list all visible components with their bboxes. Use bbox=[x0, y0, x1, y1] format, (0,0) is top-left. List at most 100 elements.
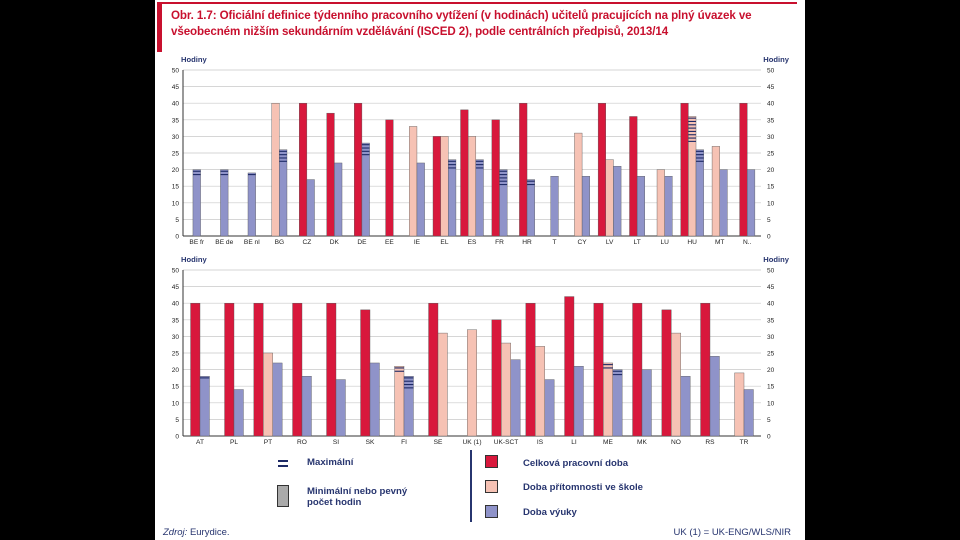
y-tick-right: 15 bbox=[767, 384, 775, 391]
bar-total bbox=[491, 319, 502, 437]
slide: Obr. 1.7: Oficiální definice týdenního p… bbox=[155, 0, 805, 540]
category-label: FR bbox=[495, 239, 504, 246]
bar-presence bbox=[734, 372, 745, 437]
category-label: MK bbox=[637, 439, 647, 446]
category-label: EL bbox=[440, 239, 448, 246]
bar-teaching bbox=[499, 169, 508, 237]
bar-total bbox=[739, 103, 748, 237]
bar-teaching bbox=[475, 159, 484, 237]
y-tick-right: 5 bbox=[767, 417, 771, 424]
y-tick-left: 45 bbox=[172, 84, 180, 91]
y-tick-right: 20 bbox=[767, 167, 775, 174]
legend-teaching-label: Doba výuky bbox=[523, 507, 577, 518]
bar-total bbox=[519, 103, 528, 237]
bar-teaching bbox=[719, 169, 728, 237]
chart-top: Hodiny Hodiny 0 0 5 5 10 10 15 15 20 20 25 25 30 30 35 35… bbox=[172, 55, 790, 246]
bar-teaching bbox=[220, 169, 229, 237]
y-tick-left: 35 bbox=[172, 317, 180, 324]
bar-teaching bbox=[416, 162, 425, 237]
y-tick-right: 35 bbox=[767, 117, 775, 124]
legend-presence-label: Doba přítomnosti ve škole bbox=[523, 482, 643, 493]
bar-teaching bbox=[192, 169, 201, 237]
bar-teaching bbox=[272, 362, 283, 437]
y-tick-left: 50 bbox=[172, 68, 180, 75]
bar-teaching bbox=[334, 162, 343, 237]
category-label: SE bbox=[434, 439, 443, 446]
uk-footnote: UK (1) = UK-ENG/WLS/NIR bbox=[673, 527, 791, 538]
category-label: ES bbox=[468, 239, 477, 246]
category-label: AT bbox=[196, 439, 204, 446]
bar-presence bbox=[671, 332, 681, 437]
category-label: N.. bbox=[743, 239, 752, 246]
legend-minimal-label: Minimální nebo pevný počet hodin bbox=[307, 486, 408, 508]
bar-presence bbox=[711, 146, 720, 237]
category-label: SK bbox=[366, 439, 375, 446]
category-label: SI bbox=[333, 439, 339, 446]
y-tick-right: 20 bbox=[767, 367, 775, 374]
bar-presence bbox=[263, 352, 273, 437]
category-label: DK bbox=[330, 239, 340, 246]
bar-teaching bbox=[612, 369, 623, 437]
y-tick-right: 10 bbox=[767, 400, 775, 407]
bar-total bbox=[292, 303, 303, 437]
category-label: BE fr bbox=[189, 239, 204, 246]
bar-teaching bbox=[335, 379, 346, 437]
y-tick-left: 0 bbox=[175, 234, 179, 241]
bar-total bbox=[460, 109, 469, 237]
bar-teaching bbox=[233, 389, 244, 437]
bar-teaching bbox=[709, 356, 720, 437]
bar-teaching bbox=[510, 359, 521, 437]
bar-teaching bbox=[369, 362, 380, 437]
y-tick-left: 45 bbox=[172, 284, 180, 291]
bar-teaching bbox=[680, 376, 691, 437]
bar-teaching bbox=[747, 169, 756, 237]
bar-total bbox=[632, 303, 643, 437]
bar-teaching bbox=[279, 149, 288, 237]
category-label: DE bbox=[357, 239, 367, 246]
y-tick-left: 50 bbox=[172, 268, 180, 275]
bar-total bbox=[360, 309, 371, 437]
bar-teaching bbox=[199, 376, 210, 437]
category-label: CY bbox=[578, 239, 588, 246]
bar-total bbox=[253, 303, 264, 437]
category-label: EE bbox=[385, 239, 394, 246]
bar-total bbox=[680, 103, 689, 237]
y-tick-left: 20 bbox=[172, 367, 180, 374]
bar-total bbox=[299, 103, 308, 237]
legend-teaching-swatch bbox=[485, 505, 498, 518]
y-tick-left: 30 bbox=[172, 334, 180, 341]
title-top-rule bbox=[157, 2, 797, 4]
y-tick-right: 30 bbox=[767, 134, 775, 141]
y-tick-right: 45 bbox=[767, 84, 775, 91]
y-tick-right: 0 bbox=[767, 434, 771, 441]
bar-presence bbox=[467, 329, 477, 437]
bar-teaching bbox=[664, 176, 673, 237]
legend-maximal-icon bbox=[277, 457, 291, 471]
y-tick-left: 20 bbox=[172, 167, 180, 174]
y-tick-right: 25 bbox=[767, 351, 775, 358]
legend-presence-swatch bbox=[485, 480, 498, 493]
y-tick-right: 40 bbox=[767, 101, 775, 108]
category-label: LV bbox=[606, 239, 614, 246]
y-tick-left: 30 bbox=[172, 134, 180, 141]
category-label: PT bbox=[264, 439, 272, 446]
y-tick-right: 5 bbox=[767, 217, 771, 224]
source-label: Zdroj: bbox=[163, 527, 188, 538]
bar-total bbox=[190, 303, 201, 437]
bar-teaching bbox=[301, 376, 312, 437]
bar-teaching bbox=[550, 176, 559, 237]
category-label: TR bbox=[740, 439, 749, 446]
chart-bottom: Hodiny Hodiny 0 0 5 5 10 10 15 15 20 20 25 25 30 30 35 35… bbox=[172, 255, 790, 446]
bar-total bbox=[593, 303, 604, 437]
category-label: LT bbox=[634, 239, 641, 246]
bar-total bbox=[661, 309, 672, 437]
y-tick-left: 10 bbox=[172, 400, 180, 407]
y-tick-right: 50 bbox=[767, 68, 775, 75]
y-tick-left: 15 bbox=[172, 184, 180, 191]
bar-total bbox=[700, 303, 711, 437]
bar-total bbox=[224, 303, 235, 437]
bar-teaching bbox=[573, 366, 584, 437]
y-tick-left: 35 bbox=[172, 117, 180, 124]
bar-total bbox=[428, 303, 439, 437]
bar-presence bbox=[501, 342, 511, 437]
